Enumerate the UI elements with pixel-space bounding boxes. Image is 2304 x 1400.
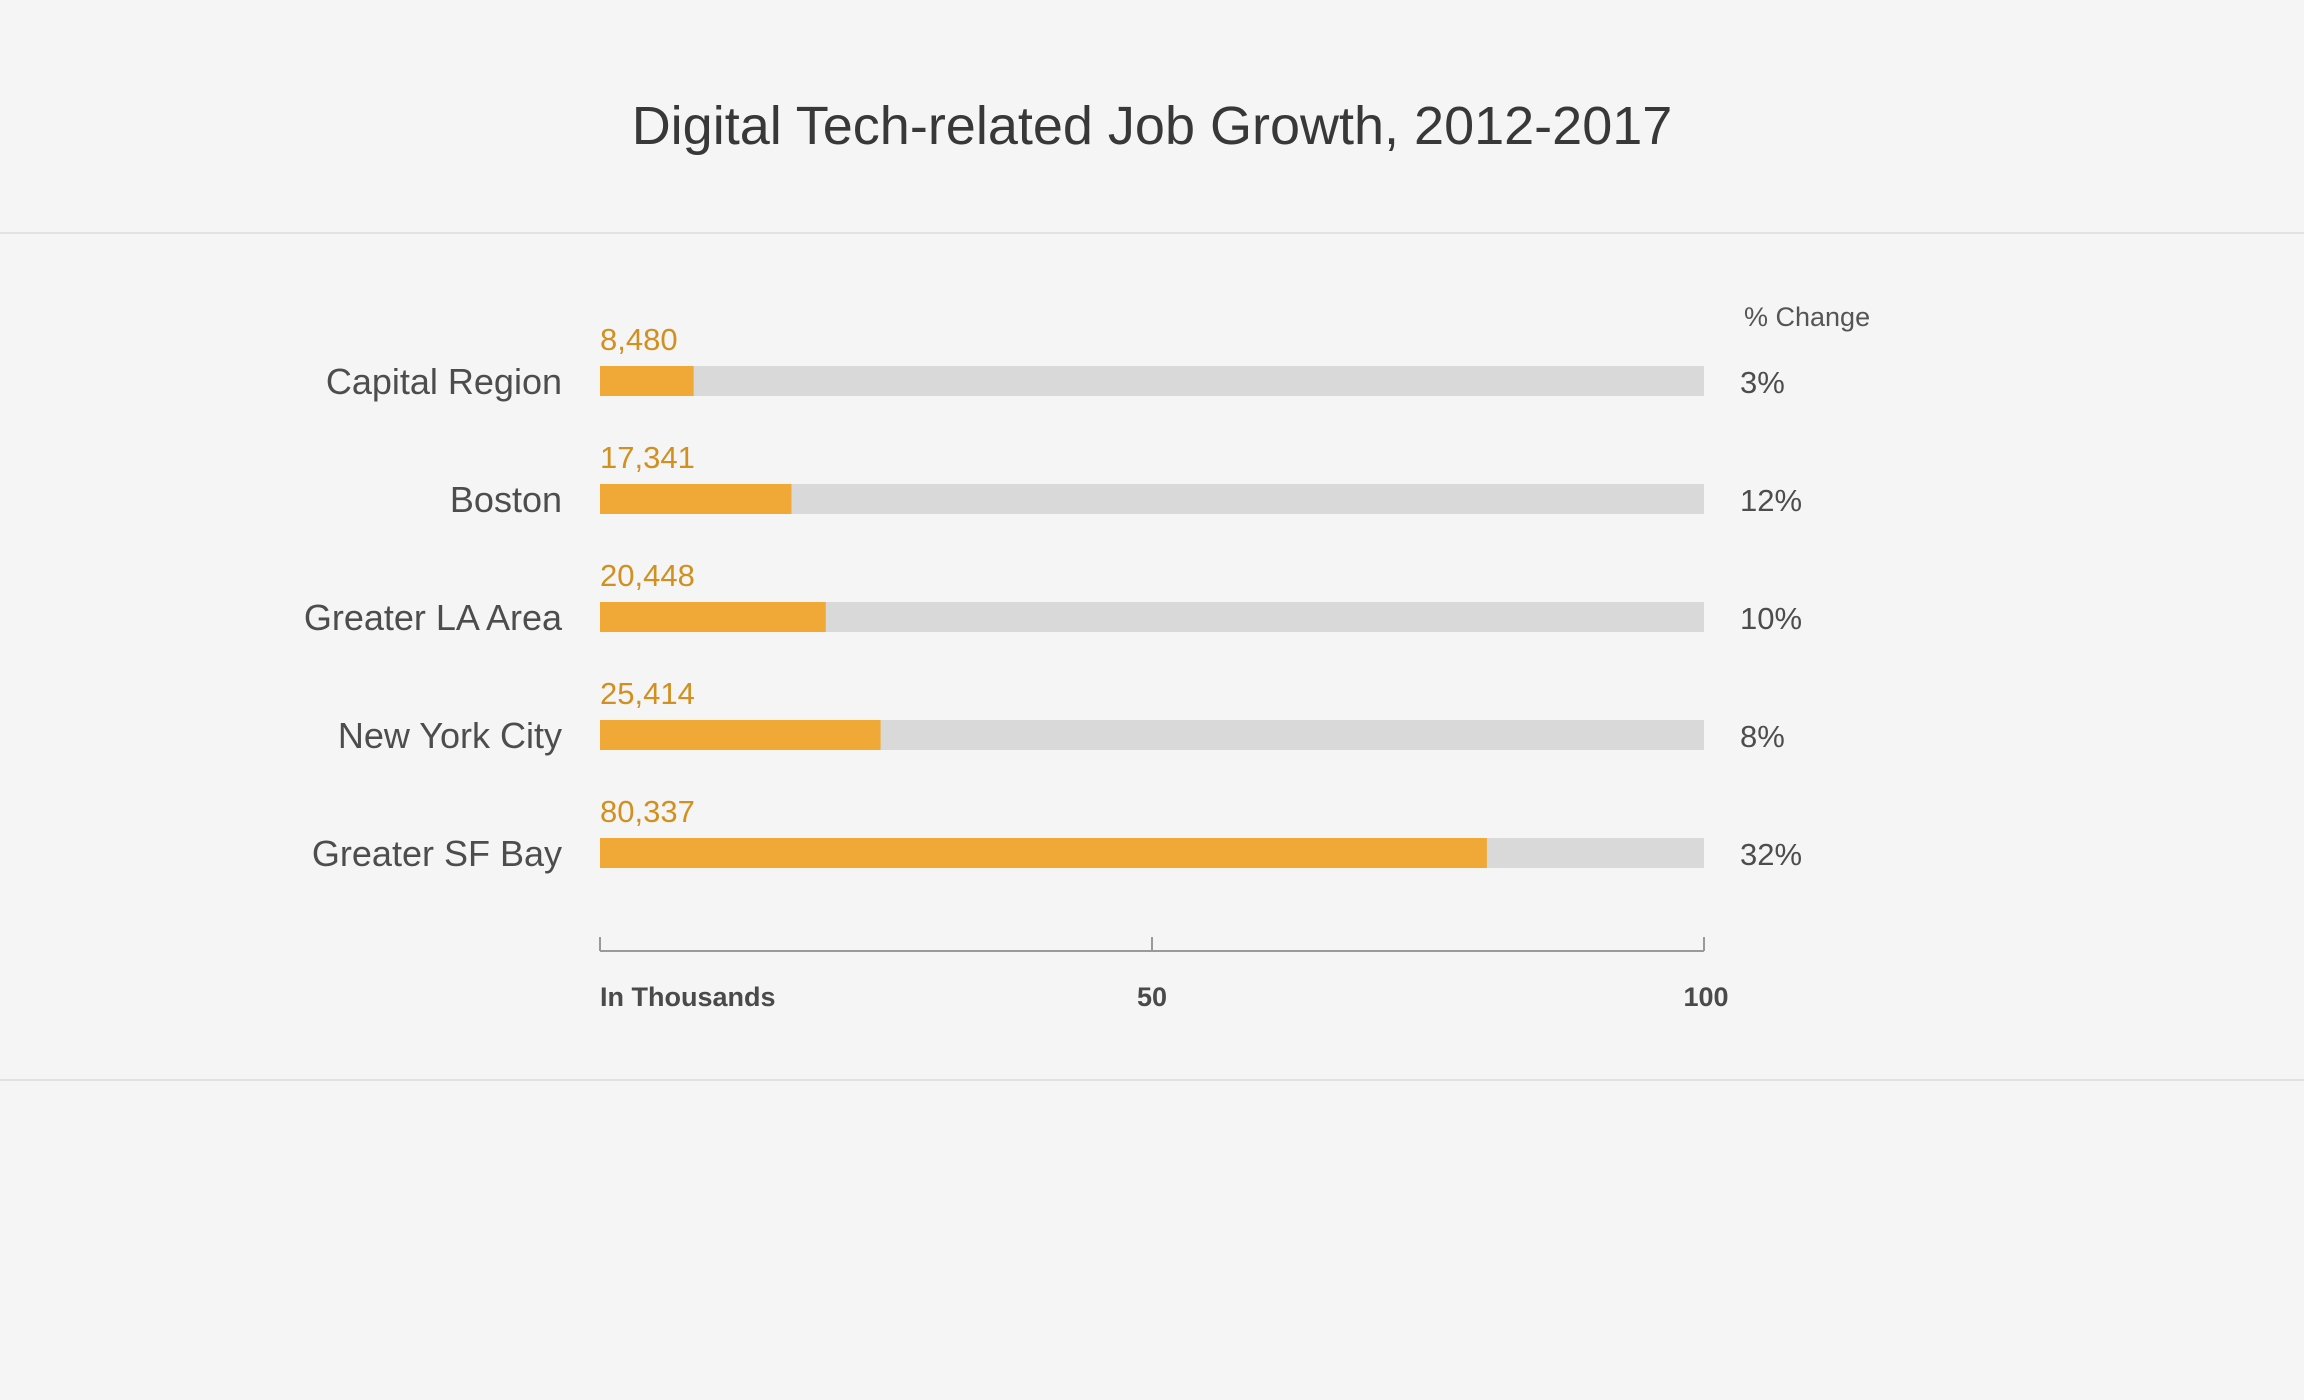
category-label: New York City — [338, 715, 562, 756]
category-label: Capital Region — [326, 361, 562, 402]
x-tick-label: In Thousands — [600, 982, 776, 1012]
value-label: 17,341 — [600, 440, 695, 475]
bottom-divider — [0, 1079, 2304, 1081]
pct-change-header: % Change — [1744, 302, 1870, 332]
category-label: Greater SF Bay — [312, 833, 562, 874]
value-label: 20,448 — [600, 558, 695, 593]
chart-title: Digital Tech-related Job Growth, 2012-20… — [631, 96, 1673, 156]
x-tick-label: 50 — [1137, 982, 1167, 1012]
x-axis: In Thousands 50 100 — [599, 937, 1729, 1012]
top-divider — [0, 232, 2304, 234]
pct-change-label: 3% — [1740, 365, 1785, 400]
pct-change-label: 8% — [1740, 719, 1785, 754]
bar-track — [600, 366, 1704, 396]
category-label: Boston — [450, 479, 562, 520]
value-label: 80,337 — [600, 794, 695, 829]
value-label: 8,480 — [600, 322, 678, 357]
bars-group: % Change Capital Region 8,480 3% Boston 17,34… — [304, 302, 1870, 874]
bar — [600, 366, 694, 396]
bar — [600, 602, 826, 632]
pct-change-label: 32% — [1740, 837, 1802, 872]
bar — [600, 720, 881, 750]
pct-change-label: 12% — [1740, 483, 1802, 518]
pct-change-label: 10% — [1740, 601, 1802, 636]
category-label: Greater LA Area — [304, 597, 563, 638]
bar — [600, 484, 792, 514]
bar — [600, 838, 1487, 868]
x-tick-label: 100 — [1683, 982, 1728, 1012]
value-label: 25,414 — [600, 676, 695, 711]
